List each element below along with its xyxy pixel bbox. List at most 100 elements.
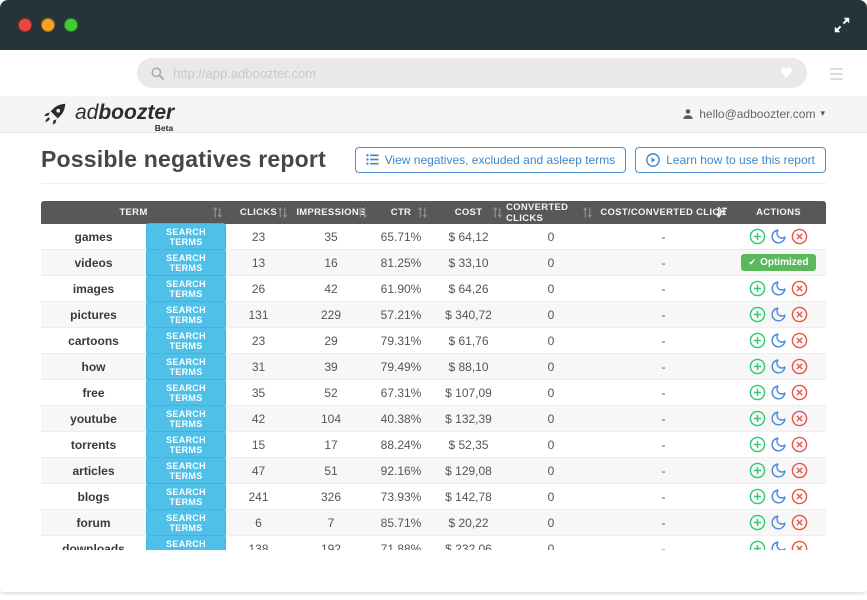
term-label: forum: [76, 515, 111, 530]
sleep-moon-icon[interactable]: [770, 462, 787, 479]
cost-per-converted-click-value: -: [661, 333, 666, 348]
sort-icon[interactable]: [358, 207, 367, 221]
negatives-table: TERM CLICKS IMPRESSIONS CTR COST: [41, 201, 826, 550]
add-circle-icon[interactable]: [749, 488, 766, 505]
cost-per-converted-click-value: -: [661, 385, 666, 400]
exclude-circle-icon[interactable]: [791, 280, 808, 297]
column-header-cost-per-converted-click[interactable]: COST/CONVERTED CLICK: [596, 201, 731, 224]
clicks-value: 31: [251, 359, 266, 374]
search-terms-button[interactable]: SEARCH TERMS: [146, 404, 226, 433]
sleep-moon-icon[interactable]: [770, 228, 787, 245]
exclude-circle-icon[interactable]: [791, 332, 808, 349]
exclude-circle-icon[interactable]: [791, 306, 808, 323]
add-circle-icon[interactable]: [749, 410, 766, 427]
clicks-value: 23: [251, 229, 266, 244]
ctr-value: 79.49%: [380, 359, 422, 374]
view-negatives-button[interactable]: View negatives, excluded and asleep term…: [354, 146, 627, 173]
search-terms-button[interactable]: SEARCH TERMS: [146, 300, 226, 329]
add-circle-icon[interactable]: [749, 306, 766, 323]
sleep-moon-icon[interactable]: [770, 514, 787, 531]
add-circle-icon[interactable]: [749, 280, 766, 297]
sort-desc-active-icon[interactable]: [716, 207, 727, 221]
column-header-term[interactable]: TERM: [41, 201, 226, 224]
address-bar[interactable]: http://app.adboozter.com ♥: [137, 58, 807, 88]
search-terms-button[interactable]: SEARCH TERMS: [146, 352, 226, 381]
search-terms-button[interactable]: SEARCH TERMS: [146, 534, 226, 550]
add-circle-icon[interactable]: [749, 514, 766, 531]
column-header-ctr[interactable]: CTR: [371, 201, 431, 224]
add-circle-icon[interactable]: [749, 332, 766, 349]
term-label: free: [82, 385, 105, 400]
term-label: games: [74, 229, 113, 244]
url-text: http://app.adboozter.com: [173, 65, 317, 81]
exclude-circle-icon[interactable]: [791, 540, 808, 550]
add-circle-icon[interactable]: [749, 384, 766, 401]
search-terms-button[interactable]: SEARCH TERMS: [146, 326, 226, 355]
search-terms-button[interactable]: SEARCH TERMS: [146, 456, 226, 485]
sort-icon[interactable]: [583, 207, 592, 221]
exclude-circle-icon[interactable]: [791, 462, 808, 479]
sleep-moon-icon[interactable]: [770, 306, 787, 323]
rocket-icon: [44, 103, 66, 125]
cost-value: $ 142,78: [445, 489, 492, 504]
cost-per-converted-click-value: -: [661, 307, 666, 322]
sleep-moon-icon[interactable]: [770, 280, 787, 297]
converted-clicks-value: 0: [547, 255, 555, 270]
page-content: Possible negatives report View negatives…: [0, 133, 867, 550]
sleep-moon-icon[interactable]: [770, 384, 787, 401]
sleep-moon-icon[interactable]: [770, 358, 787, 375]
minimize-window-icon[interactable]: [41, 18, 55, 32]
sleep-moon-icon[interactable]: [770, 540, 787, 550]
exclude-circle-icon[interactable]: [791, 488, 808, 505]
exclude-circle-icon[interactable]: [791, 410, 808, 427]
cost-per-converted-click-value: -: [661, 255, 666, 270]
term-label: articles: [72, 463, 115, 478]
search-terms-button[interactable]: SEARCH TERMS: [146, 430, 226, 459]
beta-label: Beta: [154, 123, 174, 133]
exclude-circle-icon[interactable]: [791, 358, 808, 375]
column-header-impressions[interactable]: IMPRESSIONS: [291, 201, 371, 224]
sleep-moon-icon[interactable]: [770, 410, 787, 427]
sort-icon[interactable]: [213, 207, 222, 221]
converted-clicks-value: 0: [547, 359, 555, 374]
expand-icon[interactable]: [833, 16, 851, 34]
close-window-icon[interactable]: [18, 18, 32, 32]
learn-report-button[interactable]: Learn how to use this report: [635, 146, 826, 173]
column-header-clicks[interactable]: CLICKS: [226, 201, 291, 224]
exclude-circle-icon[interactable]: [791, 514, 808, 531]
add-circle-icon[interactable]: [749, 358, 766, 375]
exclude-circle-icon[interactable]: [791, 436, 808, 453]
column-header-cost[interactable]: COST: [431, 201, 506, 224]
sort-icon[interactable]: [278, 207, 287, 221]
ctr-value: 57.21%: [380, 307, 422, 322]
sort-icon[interactable]: [418, 207, 427, 221]
add-circle-icon[interactable]: [749, 540, 766, 550]
search-terms-button[interactable]: SEARCH TERMS: [146, 508, 226, 537]
search-terms-button[interactable]: SEARCH TERMS: [146, 378, 226, 407]
exclude-circle-icon[interactable]: [791, 384, 808, 401]
adboozter-logo[interactable]: adboozter Beta: [42, 101, 174, 132]
add-circle-icon[interactable]: [749, 462, 766, 479]
clicks-value: 6: [255, 515, 262, 530]
user-menu[interactable]: hello@adboozter.com ▾: [682, 107, 825, 121]
search-terms-button[interactable]: SEARCH TERMS: [146, 222, 226, 251]
app-header: adboozter Beta hello@adboozter.com ▾: [0, 96, 867, 133]
browser-url-row: http://app.adboozter.com ♥: [0, 50, 867, 96]
add-circle-icon[interactable]: [749, 228, 766, 245]
column-header-actions: ACTIONS: [756, 207, 801, 218]
sleep-moon-icon[interactable]: [770, 488, 787, 505]
search-terms-button[interactable]: SEARCH TERMS: [146, 274, 226, 303]
search-terms-button[interactable]: SEARCH TERMS: [146, 482, 226, 511]
search-terms-button[interactable]: SEARCH TERMS: [146, 248, 226, 277]
heart-icon[interactable]: ♥: [779, 63, 793, 82]
browser-menu-icon[interactable]: [830, 68, 843, 83]
add-circle-icon[interactable]: [749, 436, 766, 453]
sleep-moon-icon[interactable]: [770, 332, 787, 349]
term-label: how: [81, 359, 106, 374]
row-actions: [749, 514, 808, 531]
zoom-window-icon[interactable]: [64, 18, 78, 32]
sort-icon[interactable]: [493, 207, 502, 221]
sleep-moon-icon[interactable]: [770, 436, 787, 453]
column-header-converted-clicks[interactable]: CONVERTED CLICKS: [506, 201, 596, 224]
exclude-circle-icon[interactable]: [791, 228, 808, 245]
